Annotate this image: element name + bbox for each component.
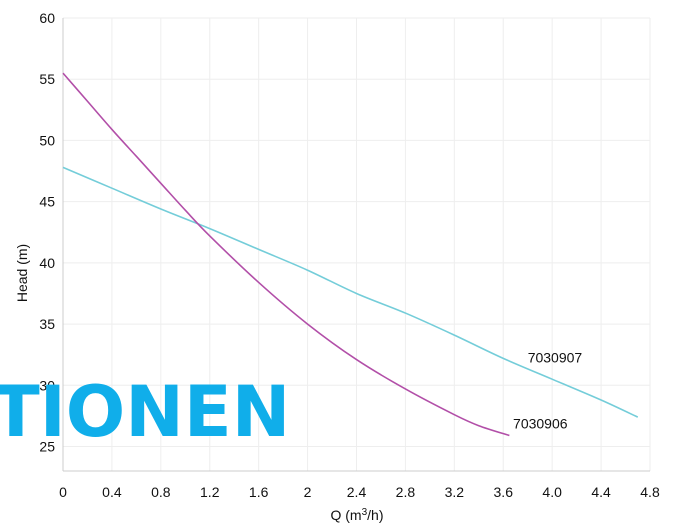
series-line-7030906 [62,72,510,437]
y-tick-label: 55 [39,71,55,87]
x-tick-label: 3.2 [445,484,465,500]
y-axis-title: Head (m) [14,244,30,302]
x-tick-label: 1.2 [200,484,220,500]
x-tick-label: 4.8 [640,484,660,500]
x-tick-label: 0 [59,484,67,500]
grid-lines [63,17,651,471]
y-tick-label: 40 [39,255,55,271]
series-line-7030907 [62,166,639,418]
series-lines [62,72,639,437]
y-tick-label: 60 [39,10,55,26]
x-tick-label: 0.4 [102,484,122,500]
x-tick-label: 0.8 [151,484,171,500]
series-labels: 7030907 7030906 [513,349,582,431]
x-tick-label: 1.6 [249,484,269,500]
x-tick-label: 2 [304,484,312,500]
y-tick-label: 50 [39,132,55,148]
series-label-7030906: 7030906 [513,415,568,431]
x-axis-title: Q (m3/h) [330,507,383,524]
axes: 0 0.4 0.8 1.2 1.6 2 2.4 2.8 3.2 3.6 4.0 4.4 4.8 25 30 3… [39,10,660,500]
x-tick-label: 3.6 [494,484,514,500]
y-tick-label: 45 [39,194,55,210]
y-tick-label: 35 [39,316,55,332]
y-tick-label: 25 [39,439,55,455]
y-tick-label: 30 [39,377,55,393]
x-tick-label: 4.4 [591,484,611,500]
x-tick-label: 2.4 [347,484,367,500]
x-tick-label: 2.8 [396,484,416,500]
series-label-7030907: 7030907 [528,349,583,365]
x-tick-label: 4.0 [542,484,562,500]
